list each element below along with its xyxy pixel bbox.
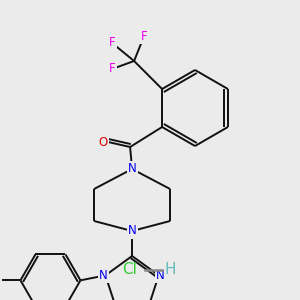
Text: N: N: [156, 269, 165, 282]
Text: Cl: Cl: [123, 262, 137, 278]
Text: N: N: [128, 163, 136, 176]
Text: F: F: [109, 62, 116, 76]
Text: N: N: [128, 224, 136, 238]
Text: F: F: [109, 37, 116, 50]
Text: O: O: [98, 136, 108, 148]
Text: F: F: [141, 29, 147, 43]
Text: H: H: [164, 262, 176, 278]
Text: N: N: [99, 269, 108, 282]
